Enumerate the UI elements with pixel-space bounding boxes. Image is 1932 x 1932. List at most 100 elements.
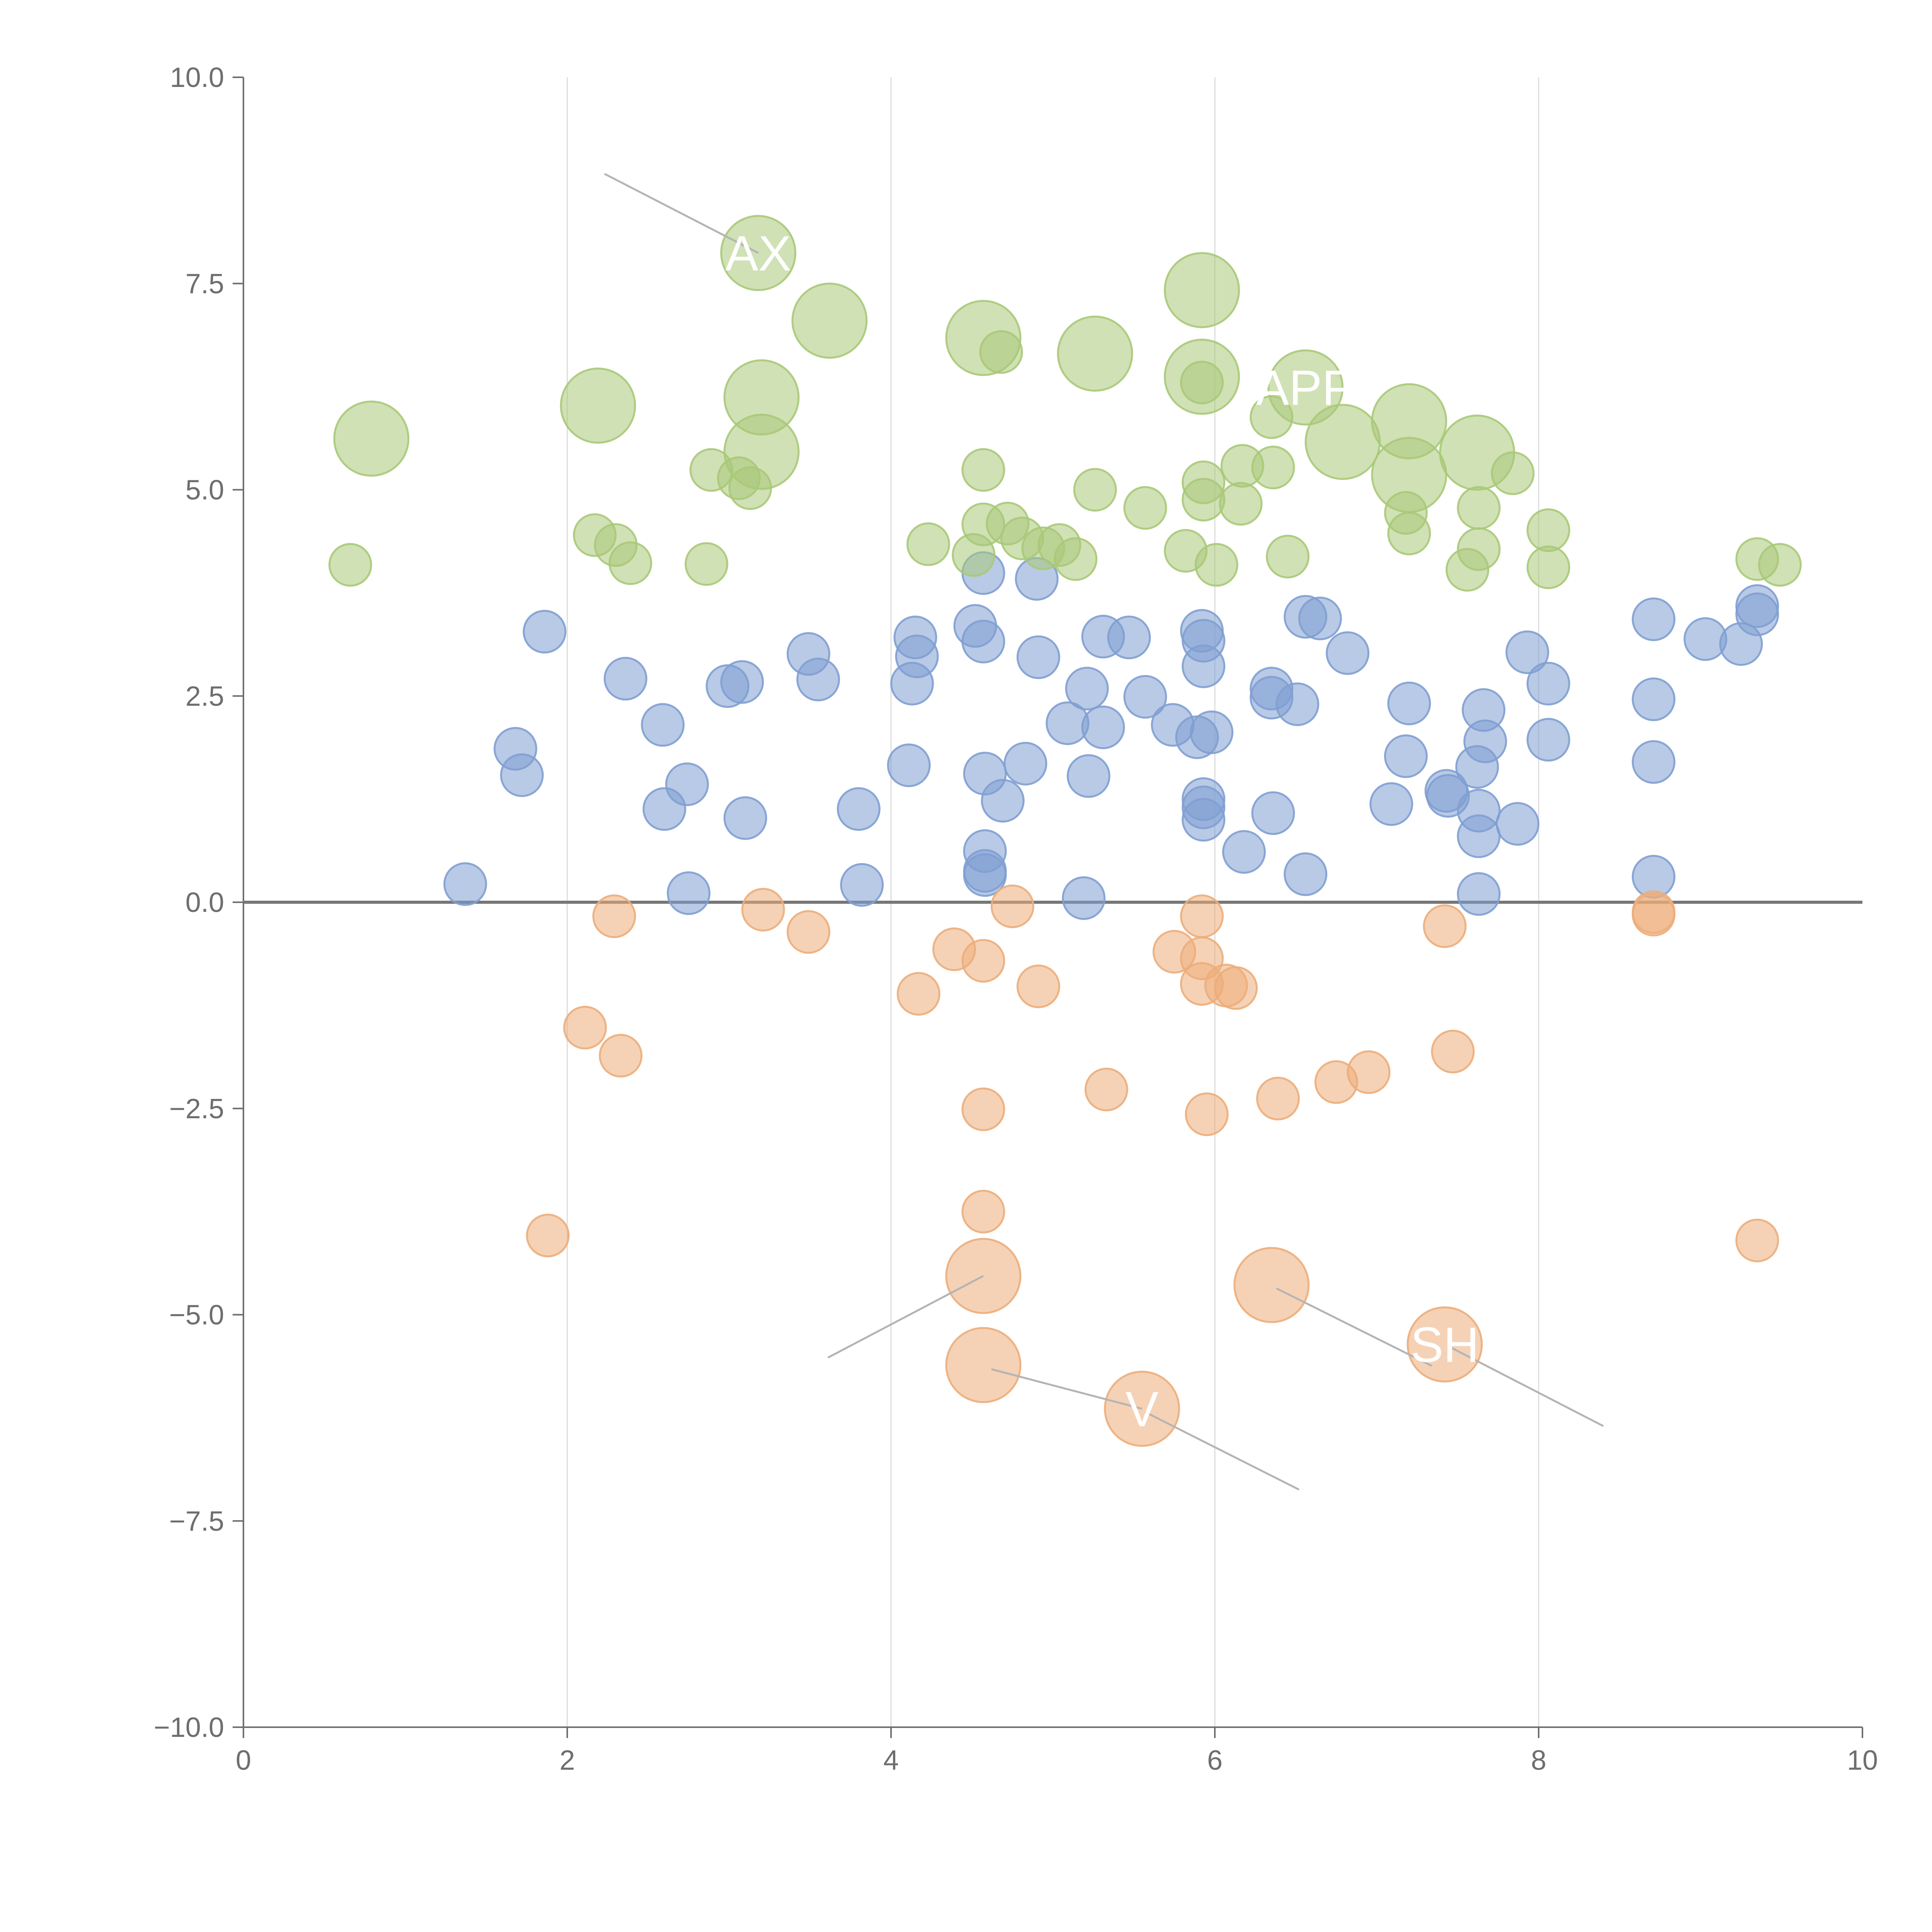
orange-bubble — [592, 894, 636, 938]
blue-bubble — [1276, 682, 1320, 726]
orange-bubble-label: SH — [1410, 1317, 1479, 1372]
green-bubble — [1526, 508, 1570, 552]
blue-bubble — [963, 853, 1007, 897]
green-bubble — [1267, 349, 1344, 426]
blue-bubble — [1326, 631, 1370, 675]
orange-leader-line — [827, 1275, 984, 1359]
x-tick-label: 8 — [1531, 1745, 1546, 1776]
green-bubble — [1758, 543, 1802, 587]
x-tick-label: 0 — [236, 1745, 251, 1776]
green-bubble — [979, 330, 1023, 374]
blue-bubble — [1003, 742, 1048, 786]
orange-bubble — [1347, 1050, 1391, 1094]
orange-bubble — [1256, 1077, 1300, 1121]
green-bubble — [1387, 512, 1431, 556]
blue-bubble — [1222, 830, 1266, 874]
green-bubble — [723, 413, 800, 490]
blue-bubble — [522, 610, 566, 654]
blue-bubble — [840, 863, 884, 907]
blue-bubble — [1190, 710, 1234, 754]
bubbles — [328, 215, 1802, 1447]
green-bubble — [1180, 361, 1224, 405]
axes: 0 2 4 6 8 10 10.0 7.5 5.0 2.5 0.0 −2.5 −5.0 −7.5 −10.0 — [154, 62, 1878, 1776]
blue-bubble — [1631, 597, 1675, 641]
blue-bubble — [604, 656, 648, 701]
orange-bubble — [1431, 1029, 1475, 1073]
y-tick-label: 7.5 — [185, 269, 224, 299]
green-bubble — [560, 367, 636, 444]
blue-bubble — [641, 703, 685, 747]
blue-bubble — [1284, 852, 1328, 896]
y-tick-label: −2.5 — [169, 1094, 224, 1124]
green-bubble — [1251, 446, 1295, 490]
orange-bubble — [945, 1327, 1022, 1403]
blue-bubble — [1631, 677, 1675, 721]
blue-bubble — [1298, 597, 1342, 641]
green-bubble — [906, 522, 950, 566]
blue-bubble — [1107, 616, 1151, 660]
orange-bubble — [990, 884, 1034, 929]
blue-bubble — [1062, 876, 1106, 920]
green-bubble — [1163, 252, 1240, 328]
blue-bubble — [1457, 872, 1501, 916]
blue-bubble — [723, 796, 767, 840]
y-tick-label: 0.0 — [185, 887, 224, 918]
x-tick-label: 6 — [1207, 1745, 1223, 1776]
orange-bubble — [1735, 1218, 1779, 1262]
green-bubble — [1266, 534, 1310, 578]
y-tick-label: −5.0 — [169, 1300, 224, 1331]
green-bubble — [961, 448, 1005, 492]
y-tick-label: −7.5 — [169, 1506, 224, 1537]
green-bubble — [1304, 404, 1381, 480]
orange-bubble — [1631, 893, 1675, 937]
blue-bubble — [1182, 644, 1226, 688]
orange-bubble — [526, 1214, 570, 1258]
blue-bubble — [887, 743, 931, 787]
blue-bubble — [1123, 675, 1167, 719]
y-tick-label: 2.5 — [185, 681, 224, 712]
orange-bubble — [961, 1190, 1005, 1234]
green-bubble — [791, 282, 868, 359]
orange-leader-line — [1451, 1347, 1604, 1427]
orange-leader-line — [991, 1368, 1143, 1410]
y-tick-label: 10.0 — [170, 62, 224, 93]
blue-bubble — [1369, 782, 1413, 826]
green-bubble-label: AX — [725, 226, 791, 281]
orange-bubble — [1185, 1092, 1229, 1136]
orange-bubble — [1233, 1247, 1310, 1323]
orange-bubble — [1214, 966, 1258, 1010]
y-tick-label: 5.0 — [185, 475, 224, 506]
blue-bubble — [1065, 667, 1109, 711]
blue-bubble — [720, 660, 764, 704]
blue-bubble — [1496, 802, 1540, 846]
green-bubble-label: APP — [1256, 361, 1355, 416]
x-tick-label: 2 — [560, 1745, 575, 1776]
blue-bubble — [961, 619, 1005, 663]
orange-bubble — [1016, 964, 1060, 1009]
blue-bubble — [1251, 791, 1295, 835]
orange-bubble — [1423, 904, 1467, 948]
blue-bubble — [1016, 635, 1060, 679]
blue-bubble — [1526, 718, 1570, 762]
leader-lines — [604, 173, 1604, 1491]
blue-bubble — [1463, 719, 1507, 764]
green-bubble — [1057, 315, 1133, 392]
blue-bubble — [1081, 705, 1125, 749]
orange-leader-line — [1145, 1411, 1300, 1491]
green-leader-line — [604, 173, 759, 254]
orange-bubble — [741, 888, 785, 932]
blue-bubble — [981, 779, 1025, 823]
green-bubble — [1123, 486, 1167, 530]
green-bubble — [1194, 543, 1238, 587]
blue-bubble — [500, 753, 544, 797]
blue-bubble — [1387, 681, 1431, 725]
blue-bubble — [1457, 814, 1501, 858]
green-bubble — [1182, 478, 1226, 522]
green-bubble — [1457, 486, 1501, 530]
blue-bubble — [1505, 630, 1549, 674]
blue-bubble — [667, 871, 711, 915]
green-bubble — [1054, 537, 1098, 581]
green-bubble — [1526, 545, 1570, 589]
green-bubble — [1371, 437, 1447, 513]
